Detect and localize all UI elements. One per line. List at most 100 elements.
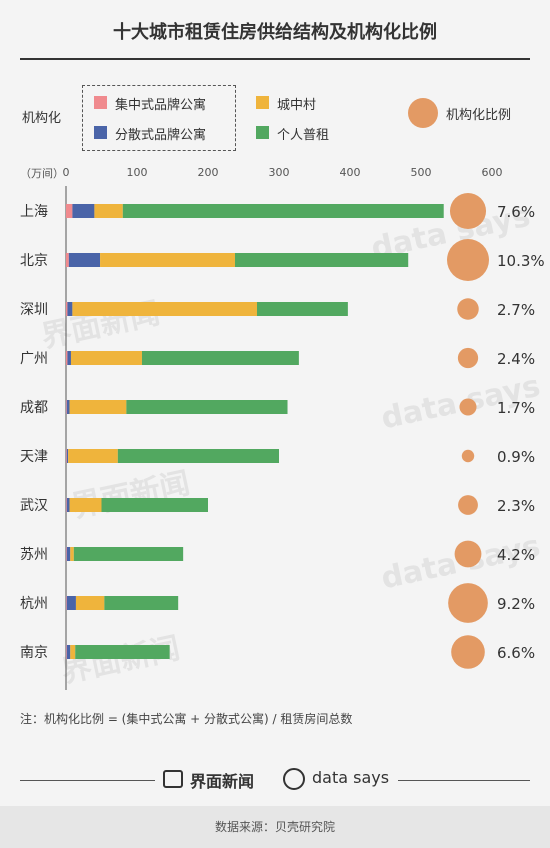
bar-4-series-1 bbox=[66, 400, 70, 414]
datasays-logo-icon bbox=[283, 768, 305, 790]
chart-title: 十大城市租赁住房供给结构及机构化比例 bbox=[113, 22, 437, 43]
ratio-label-1: 10.3% bbox=[497, 252, 545, 270]
bar-2-series-3 bbox=[256, 302, 348, 316]
category-label-8: 杭州 bbox=[20, 596, 48, 612]
ratio-label-0: 7.6% bbox=[497, 203, 535, 221]
ratio-bubble-6 bbox=[458, 495, 478, 515]
title-divider bbox=[20, 58, 530, 60]
bar-5-series-3 bbox=[117, 449, 279, 463]
legend-ratio-circle bbox=[408, 98, 438, 128]
bar-9-series-0 bbox=[66, 645, 67, 659]
bar-6-series-2 bbox=[69, 498, 102, 512]
bar-6-series-1 bbox=[66, 498, 70, 512]
category-label-9: 南京 bbox=[20, 645, 48, 661]
category-label-2: 深圳 bbox=[20, 302, 48, 318]
bar-6-series-3 bbox=[101, 498, 208, 512]
footer-rule-right bbox=[398, 780, 530, 781]
ratio-bubble-3 bbox=[457, 347, 479, 369]
ratio-bubble-9 bbox=[451, 635, 485, 669]
x-tick-label-3: 300 bbox=[269, 166, 290, 179]
x-tick-label-1: 100 bbox=[127, 166, 148, 179]
footer-band bbox=[0, 806, 550, 848]
legend-label-decentralized: 分散式品牌公寓 bbox=[115, 128, 207, 143]
legend-swatch-personal-rental bbox=[256, 126, 269, 139]
x-tick-label-6: 600 bbox=[482, 166, 503, 179]
ratio-label-4: 1.7% bbox=[497, 399, 535, 417]
bar-8-series-0 bbox=[66, 596, 67, 610]
legend-institutional-box bbox=[82, 85, 236, 151]
bar-5-series-1 bbox=[66, 449, 69, 463]
bar-2-series-1 bbox=[67, 302, 73, 316]
bar-8-series-1 bbox=[66, 596, 76, 610]
bar-0-series-3 bbox=[122, 204, 444, 218]
footer-brand-datasays: data says bbox=[312, 768, 390, 787]
bar-1-series-3 bbox=[234, 253, 409, 267]
bar-1-series-2 bbox=[100, 253, 235, 267]
formula-note: 注：机构化比例 = (集中式公寓 + 分散式公寓) / 租赁房间总数 bbox=[20, 712, 353, 726]
legend-swatch-centralized bbox=[94, 96, 107, 109]
bar-2-series-2 bbox=[72, 302, 257, 316]
x-tick-label-5: 500 bbox=[411, 166, 432, 179]
category-label-5: 天津 bbox=[20, 449, 48, 465]
legend-label-urban-village: 城中村 bbox=[277, 98, 317, 113]
x-tick-label-2: 200 bbox=[198, 166, 219, 179]
ratio-label-7: 4.2% bbox=[497, 546, 535, 564]
data-source: 数据来源：贝壳研究院 bbox=[214, 820, 335, 834]
ratio-bubble-7 bbox=[454, 540, 482, 568]
category-label-6: 武汉 bbox=[20, 498, 48, 514]
axis-unit-label: （万间） bbox=[20, 167, 64, 180]
bar-7-series-0 bbox=[66, 547, 67, 561]
bar-5-series-0 bbox=[66, 449, 67, 463]
category-label-0: 上海 bbox=[20, 204, 48, 220]
x-tick-label-4: 400 bbox=[340, 166, 361, 179]
ratio-bubble-4 bbox=[459, 398, 477, 416]
bar-7-series-3 bbox=[73, 547, 184, 561]
x-tick-label-0: 0 bbox=[63, 166, 70, 179]
footer-rule-left bbox=[20, 780, 155, 781]
legend-label-ratio: 机构化比例 bbox=[446, 108, 512, 123]
ratio-label-3: 2.4% bbox=[497, 350, 535, 368]
ratio-bubble-2 bbox=[457, 298, 479, 320]
ratio-label-6: 2.3% bbox=[497, 497, 535, 515]
bar-3-series-3 bbox=[141, 351, 299, 365]
bar-9-series-3 bbox=[75, 645, 170, 659]
ratio-bubble-8 bbox=[448, 583, 488, 623]
bar-0-series-0 bbox=[66, 204, 73, 218]
bar-3-series-2 bbox=[70, 351, 142, 365]
bar-3-series-0 bbox=[66, 351, 68, 365]
legend-label-personal-rental: 个人普租 bbox=[277, 128, 330, 143]
bar-4-series-0 bbox=[66, 400, 67, 414]
bar-8-series-3 bbox=[104, 596, 179, 610]
bar-0-series-2 bbox=[94, 204, 123, 218]
bar-7-series-1 bbox=[66, 547, 71, 561]
ratio-label-8: 9.2% bbox=[497, 595, 535, 613]
bar-9-series-2 bbox=[70, 645, 76, 659]
legend-swatch-urban-village bbox=[256, 96, 269, 109]
legend-institutional-label: 机构化 bbox=[22, 111, 62, 126]
ratio-bubble-0 bbox=[449, 192, 487, 230]
legend-swatch-decentralized bbox=[94, 126, 107, 139]
bar-8-series-2 bbox=[75, 596, 105, 610]
ratio-label-5: 0.9% bbox=[497, 448, 535, 466]
bar-7-series-2 bbox=[70, 547, 74, 561]
bar-4-series-3 bbox=[126, 400, 288, 414]
ratio-bubble-1 bbox=[447, 239, 489, 281]
legend-label-centralized: 集中式品牌公寓 bbox=[115, 98, 207, 113]
ratio-label-9: 6.6% bbox=[497, 644, 535, 662]
category-label-1: 北京 bbox=[20, 253, 48, 269]
category-label-3: 广州 bbox=[20, 351, 48, 367]
bar-1-series-0 bbox=[66, 253, 69, 267]
bar-2-series-0 bbox=[66, 302, 68, 316]
bar-9-series-1 bbox=[66, 645, 71, 659]
bar-1-series-1 bbox=[68, 253, 101, 267]
bar-4-series-2 bbox=[69, 400, 127, 414]
bar-6-series-0 bbox=[66, 498, 67, 512]
category-label-7: 苏州 bbox=[20, 547, 48, 563]
ratio-bubble-5 bbox=[461, 449, 475, 463]
ratio-label-2: 2.7% bbox=[497, 301, 535, 319]
jiemian-logo-icon bbox=[163, 770, 183, 788]
footer-brand-jiemian: 界面新闻 bbox=[190, 772, 255, 791]
bar-5-series-2 bbox=[68, 449, 118, 463]
bar-3-series-1 bbox=[67, 351, 71, 365]
